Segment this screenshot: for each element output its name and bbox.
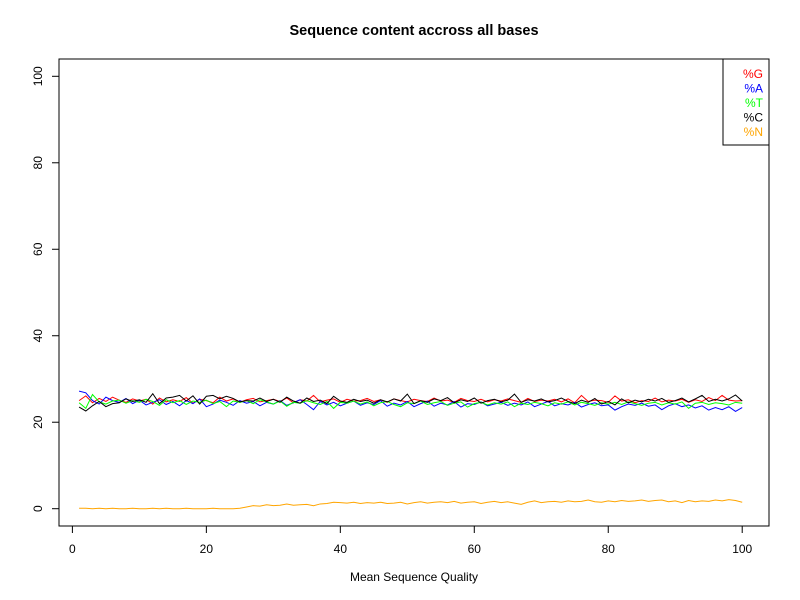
y-tick-label-3: 60 — [31, 242, 45, 256]
y-tick-label-1: 20 — [31, 415, 45, 429]
series-layer — [78, 390, 743, 510]
y-axis: 0 20 40 60 80 100 — [31, 66, 60, 512]
legend-box — [722, 58, 770, 146]
y-tick-label-0: 0 — [31, 505, 45, 512]
y-tick-label-4: 80 — [31, 156, 45, 170]
x-axis: 0 20 40 60 80 100 — [69, 525, 753, 556]
legend-entry-1: %A — [744, 82, 763, 96]
legend-entry-0: %G — [743, 67, 763, 81]
series-line-3 — [78, 392, 743, 412]
series-line-2 — [78, 393, 743, 410]
x-tick-label-3: 60 — [468, 542, 482, 556]
chart-title: Sequence content accross all bases — [289, 23, 538, 39]
y-tick-label-2: 40 — [31, 329, 45, 343]
series-line-4 — [79, 499, 743, 510]
x-tick-label-5: 100 — [732, 542, 752, 556]
legend-entry-2: %T — [745, 96, 764, 110]
y-tick-label-5: 100 — [31, 66, 45, 86]
legend-entry-3: %C — [744, 111, 764, 125]
x-tick-label-4: 80 — [602, 542, 616, 556]
legend: %G%A%T%C%N — [722, 58, 770, 146]
x-tick-label-2: 40 — [334, 542, 348, 556]
series-line-1 — [78, 390, 743, 413]
legend-entry-4: %N — [744, 125, 763, 139]
x-tick-label-0: 0 — [69, 542, 76, 556]
x-tick-label-1: 20 — [200, 542, 214, 556]
x-axis-label: Mean Sequence Quality — [350, 570, 478, 584]
